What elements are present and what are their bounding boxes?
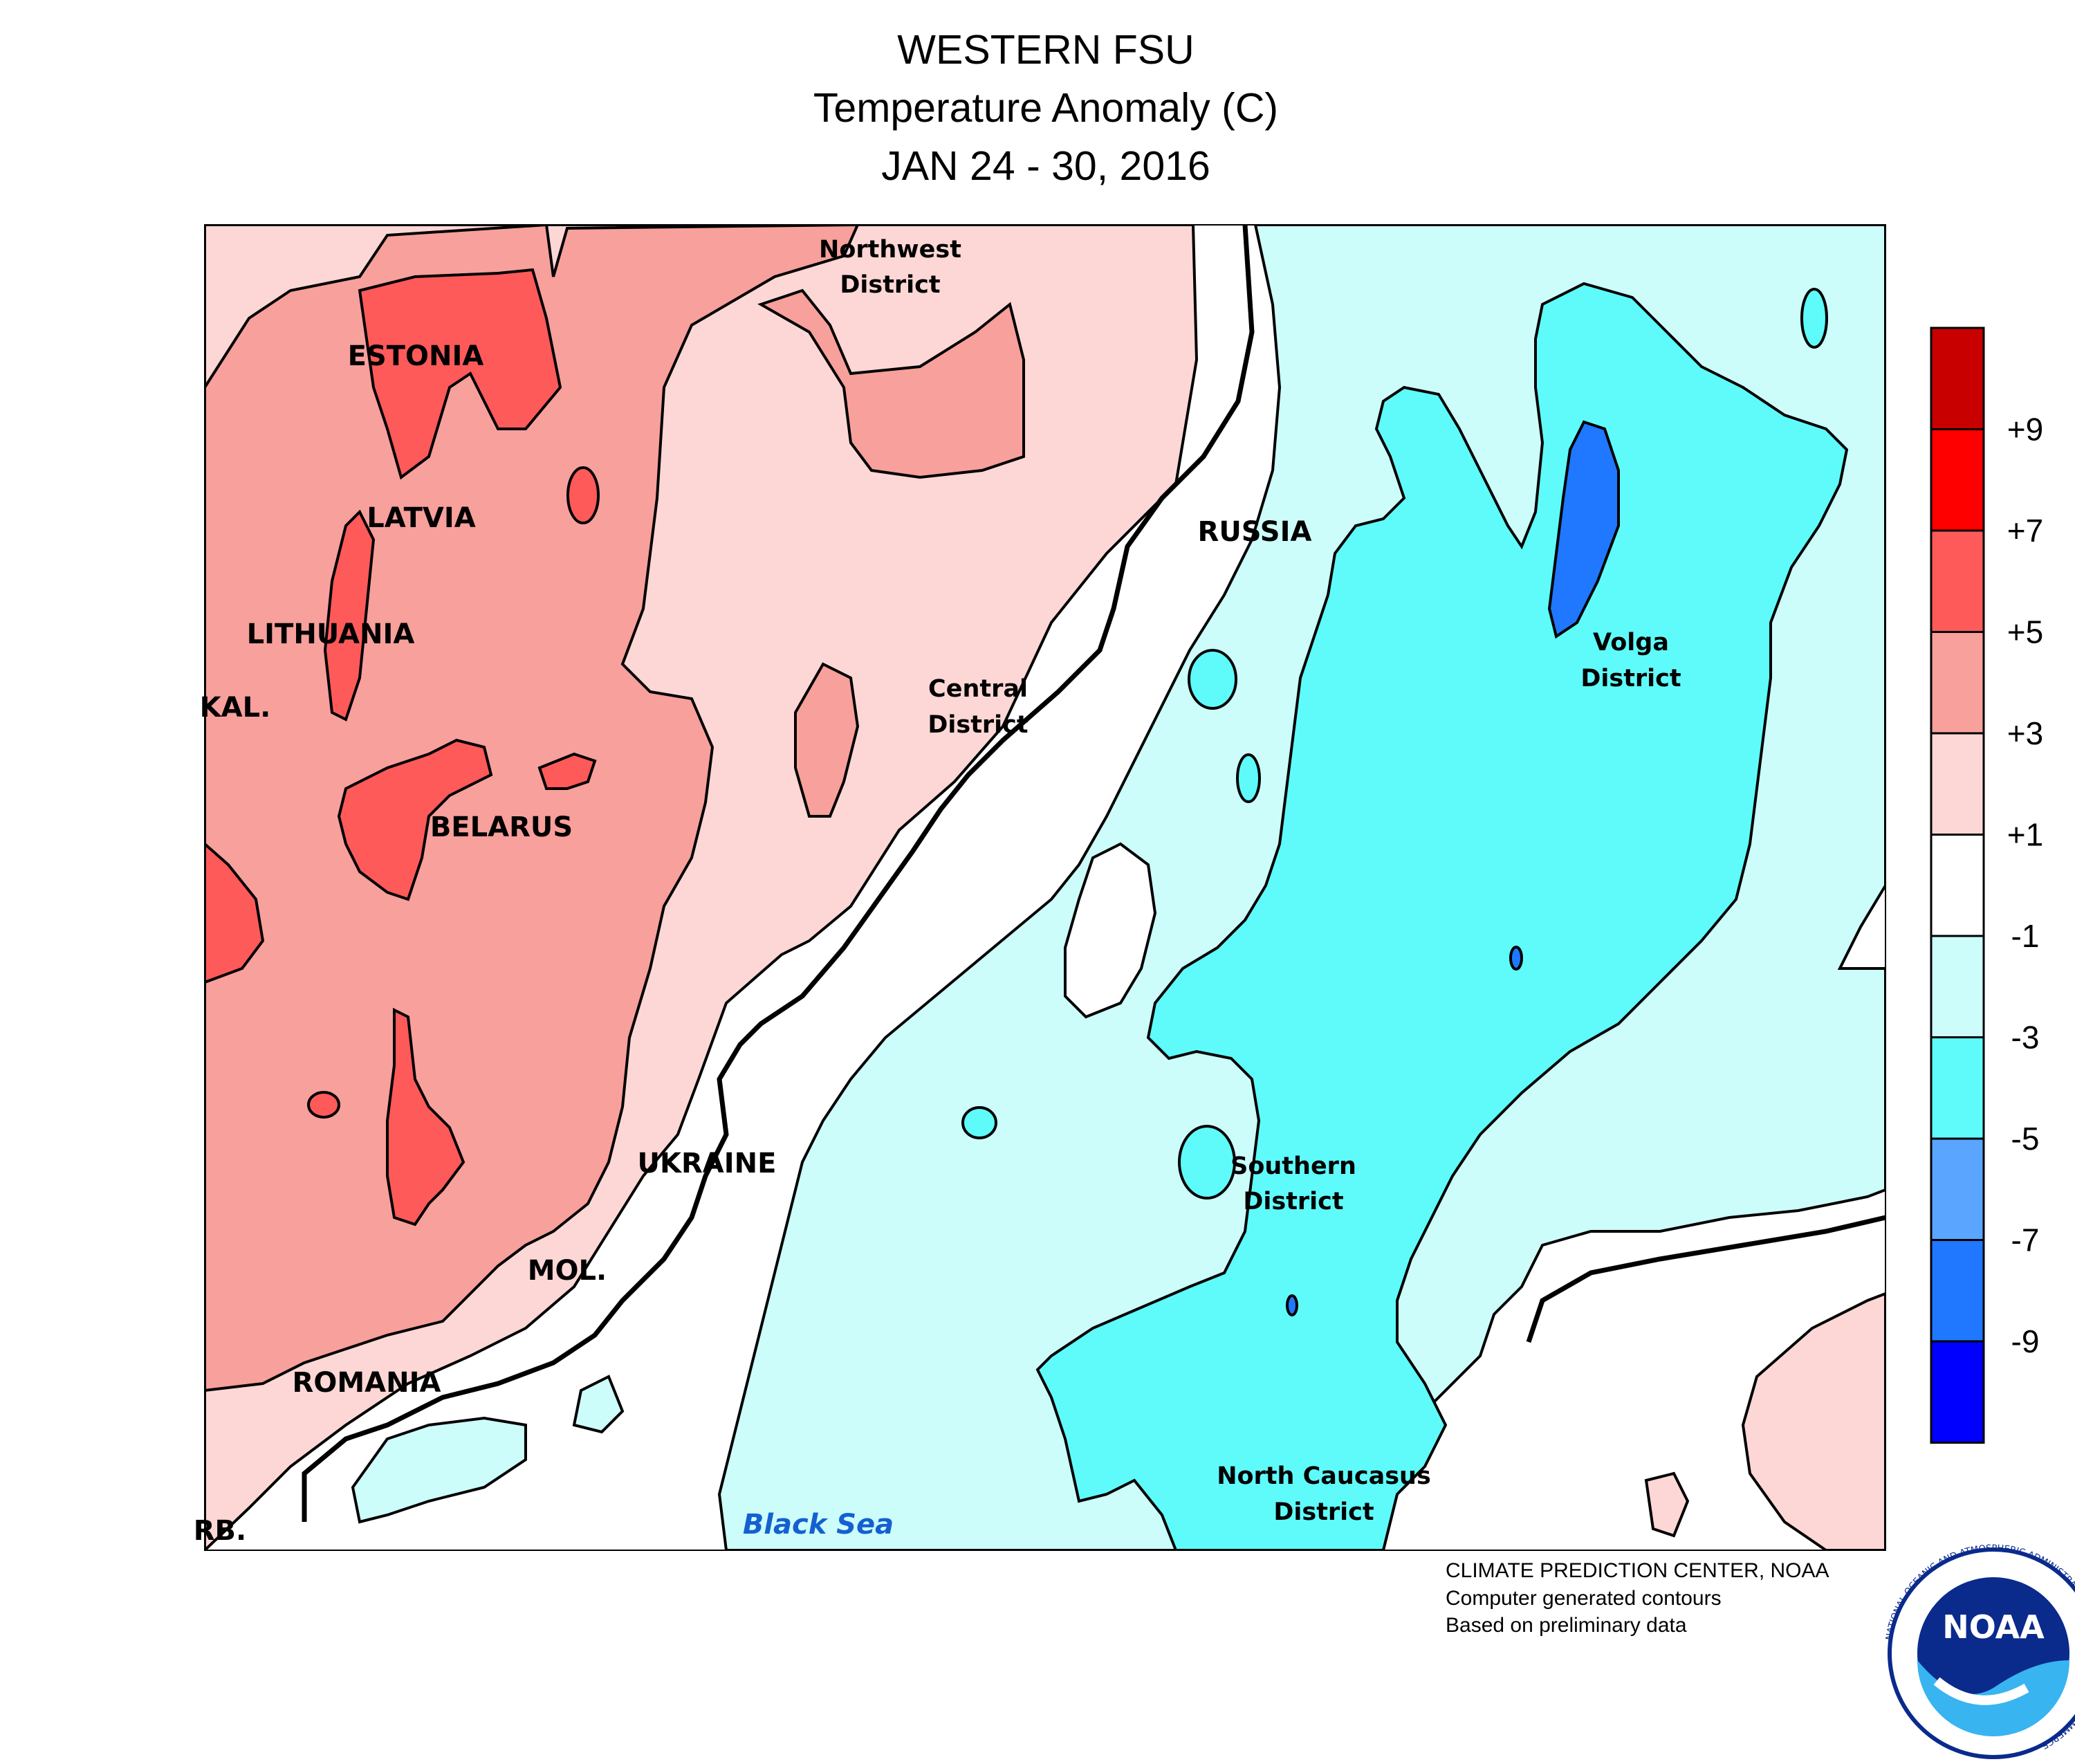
legend-tick-label: +9	[2007, 412, 2043, 448]
legend-swatch	[1930, 1036, 1985, 1140]
anomaly-region-minus3-spot4	[961, 1106, 997, 1139]
anomaly-region-minus3-spot5	[1178, 1125, 1236, 1200]
legend-tick-label: -5	[2011, 1121, 2040, 1157]
legend-swatch	[1930, 1137, 1985, 1241]
legend-tick-label: -7	[2011, 1222, 2040, 1258]
label-latvia: LATVIA	[367, 502, 475, 534]
legend-swatch	[1930, 1239, 1985, 1343]
legend-tick-labels: +9 +7 +5 +3 +1 -1 -3 -5 -7 -9	[2007, 412, 2043, 1360]
label-romania: ROMANIA	[293, 1367, 441, 1399]
label-estonia: ESTONIA	[348, 340, 484, 372]
label-volga-district-2: District	[1580, 665, 1681, 692]
map-frame	[204, 224, 1886, 1551]
label-black-sea: Black Sea	[743, 1509, 894, 1541]
legend-swatch	[1930, 1340, 1985, 1444]
zero-contour-line-south	[1526, 1215, 1885, 1343]
label-moldova: MOL.	[528, 1255, 607, 1287]
anomaly-region-plus5-dot	[307, 1091, 340, 1119]
anomaly-region-plus5-belarus	[337, 738, 493, 901]
anomaly-region-plus5-ukraine-west	[386, 1007, 465, 1226]
credit-line-2: Computer generated contours	[1446, 1587, 1722, 1610]
label-central-district-1: Central	[928, 675, 1028, 703]
zero-contour-line	[302, 225, 1255, 1522]
anomaly-region-plus5-belarus-east	[537, 752, 597, 790]
anomaly-region-minus3-spot2	[1236, 753, 1261, 803]
label-russia: RUSSIA	[1198, 516, 1312, 548]
label-central-district-2: District	[928, 711, 1028, 739]
credit-line-3: Based on preliminary data	[1446, 1614, 1687, 1637]
map-title: WESTERN FSU	[897, 27, 1195, 73]
anomaly-region-plus3-west	[205, 225, 860, 1393]
label-northwest-district-1: Northwest	[819, 236, 961, 264]
anomaly-region-plus3-north	[757, 288, 1025, 479]
legend-tick-label: +7	[2007, 513, 2043, 549]
legend-tick-label: +5	[2007, 614, 2043, 650]
legend-color-bar	[1930, 327, 1985, 1444]
map-subtitle: Temperature Anomaly (C)	[813, 85, 1279, 131]
map-date-range: JAN 24 - 30, 2016	[881, 143, 1210, 189]
label-ukraine: UKRAINE	[638, 1148, 777, 1179]
legend-swatch	[1930, 327, 1985, 430]
anomaly-region-minus1-west-2	[572, 1375, 625, 1434]
label-north-caucasus-district-1: North Caucasus	[1217, 1462, 1431, 1490]
anomaly-region-plus5-estonia	[358, 268, 562, 480]
anomaly-region-plus1-east-dot	[1644, 1471, 1690, 1538]
label-lithuania: LITHUANIA	[247, 618, 415, 650]
anomaly-region-minus1-west	[351, 1416, 527, 1524]
label-kaliningrad: KAL.	[200, 692, 271, 724]
anomaly-region-minus5-dot1	[1509, 946, 1523, 971]
anomaly-region-minus5-dot2	[1286, 1294, 1298, 1316]
anomaly-region-minus5	[1547, 420, 1620, 639]
legend-swatch	[1930, 732, 1985, 836]
anomaly-region-plus5-west-edge	[205, 842, 265, 984]
legend-swatch	[1930, 631, 1985, 735]
anomaly-map-area	[205, 225, 1885, 1550]
legend-swatch	[1930, 935, 1985, 1038]
legend-swatch	[1930, 834, 1985, 937]
noaa-logo: NOAA NATIONAL OCEANIC AND ATMOSPHERIC AD…	[1884, 1543, 2075, 1759]
legend-swatch	[1930, 428, 1985, 532]
legend-tick-label: -9	[2011, 1323, 2040, 1359]
label-belarus: BELARUS	[430, 811, 573, 843]
anomaly-region-minus3-spot1	[1188, 649, 1237, 710]
label-southern-district-2: District	[1243, 1188, 1343, 1215]
neutral-hole-central	[1064, 842, 1157, 1019]
anomaly-region-plus5-small	[566, 466, 600, 524]
label-southern-district-1: Southern	[1230, 1152, 1356, 1180]
anomaly-region-plus1-caspian	[1741, 1292, 1885, 1550]
label-volga-district-1: Volga	[1593, 629, 1669, 656]
credit-line-1: CLIMATE PREDICTION CENTER, NOAA	[1446, 1559, 1829, 1582]
legend-swatch	[1930, 529, 1985, 633]
anomaly-region-plus5-lithuania	[323, 509, 376, 722]
label-serbia: RB.	[194, 1515, 246, 1547]
legend-tick-label: +1	[2007, 817, 2043, 853]
label-northwest-district-2: District	[840, 271, 940, 299]
noaa-logo-text: NOAA	[1942, 1608, 2045, 1646]
anomaly-region-plus3-central	[794, 662, 860, 818]
legend-tick-label: -1	[2011, 918, 2040, 954]
anomaly-region-minus3-spot3	[1800, 288, 1828, 349]
legend-tick-label: -3	[2011, 1020, 2040, 1056]
legend-tick-label: +3	[2007, 715, 2043, 751]
label-north-caucasus-district-2: District	[1273, 1498, 1374, 1526]
anomaly-region-minus3-main	[1035, 282, 1849, 1550]
